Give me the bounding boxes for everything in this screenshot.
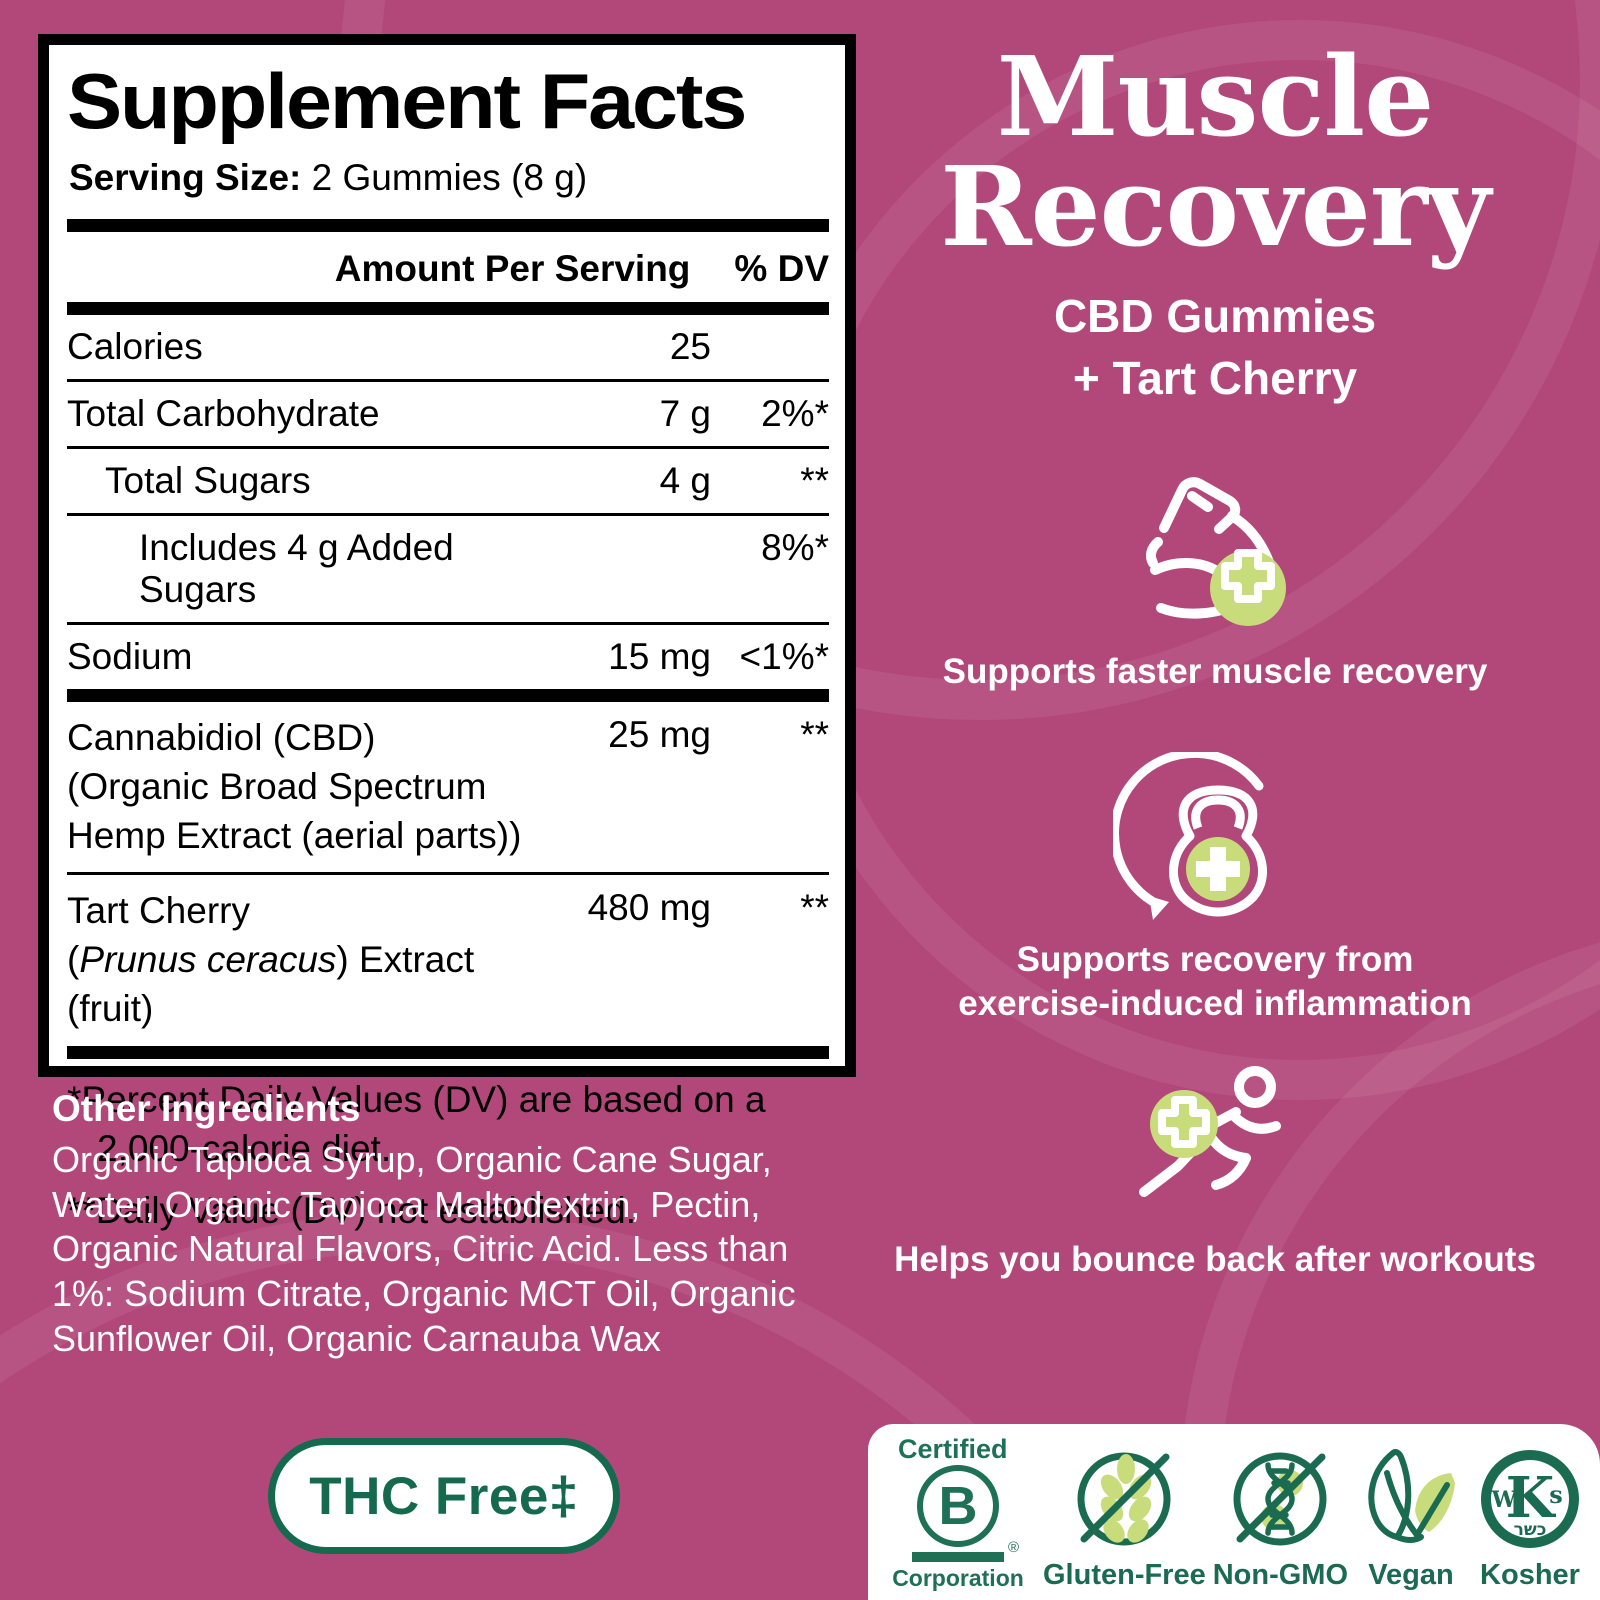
row-amount: 4 g <box>659 459 711 501</box>
thc-free-label: THC Free‡ <box>309 1466 579 1526</box>
row-amount: 15 mg <box>608 635 711 677</box>
vegan-icon <box>1368 1449 1456 1543</box>
benefit-text: Helps you bounce back after workouts <box>894 1240 1536 1279</box>
kosher-k: K <box>1506 1465 1557 1531</box>
benefit-text-line1: Supports recovery from <box>1016 940 1414 979</box>
vegan-label: Vegan <box>1368 1559 1454 1591</box>
product-title-line1: Muscle <box>996 32 1434 161</box>
footnote-dv-not-established: **Daily Value (DV) not established. <box>67 1190 636 1232</box>
row-name: Includes 4 g Added Sugars <box>139 526 454 610</box>
amount-per-serving-header: Amount Per Serving <box>334 247 691 289</box>
kosher-hebrew: כשר <box>1514 1520 1547 1540</box>
table-row-carbohydrate: Total Carbohydrate 7 g 2%* <box>67 378 829 446</box>
certification-strip: Certified B ® Corporation <box>868 1424 1600 1600</box>
tart-cherry-name: Tart Cherry <box>67 890 250 932</box>
gluten-free-label: Gluten-Free <box>1042 1559 1206 1591</box>
row-dv: 8%* <box>761 526 829 568</box>
row-amount: 25 mg <box>608 713 711 755</box>
product-subtitle-line2: + Tart Cherry <box>1072 351 1358 404</box>
benefit-caption-bounce-back: Helps you bounce back after workouts <box>865 1238 1565 1282</box>
other-ingredients-section: Other Ingredients Organic Tapioca Syrup,… <box>52 1088 834 1361</box>
badge-gluten-free: Gluten-Free <box>1043 1443 1206 1592</box>
kosher-icon: W K s כשר <box>1481 1450 1579 1548</box>
row-dv: ** <box>800 713 829 755</box>
product-title: Muscle Recovery <box>880 42 1550 262</box>
table-row-calories: Calories 25 <box>67 315 829 379</box>
serving-size: Serving Size: 2 Gummies (8 g) <box>69 157 829 199</box>
row-amount: 480 mg <box>587 887 711 929</box>
b-corp-icon: Certified B ® Corporation <box>892 1434 1024 1591</box>
bicep-plus-icon <box>1145 477 1286 626</box>
row-dv: <1%* <box>739 635 829 677</box>
row-dv: ** <box>800 887 829 929</box>
footnotes: *Percent Daily Values (DV) are based on … <box>67 1075 829 1236</box>
b-corp-corporation-text: Corporation <box>892 1565 1024 1591</box>
tart-cherry-paren: ( <box>67 939 80 981</box>
facts-header-row: Amount Per Serving % DV <box>67 232 829 302</box>
tart-cherry-extract: ) Extract (fruit) <box>67 939 475 1030</box>
b-corp-certified-text: Certified <box>898 1434 1008 1464</box>
kosher-s: s <box>1549 1480 1563 1509</box>
footnote-dv-basis: *Percent Daily Values (DV) are based on … <box>67 1078 766 1170</box>
serving-size-label: Serving Size: <box>69 156 302 198</box>
cbd-line3: Hemp Extract (aerial parts)) <box>67 814 522 856</box>
product-subtitle: CBD Gummies + Tart Cherry <box>880 286 1550 409</box>
non-gmo-label: Non-GMO <box>1212 1559 1349 1591</box>
table-row-total-sugars: Total Sugars 4 g ** <box>67 445 829 513</box>
kettlebell-cycle-plus-icon <box>1113 752 1268 920</box>
table-row-tart-cherry: Tart Cherry (Prunus ceracus) Extract (fr… <box>67 872 829 1045</box>
benefit-text: Supports faster muscle recovery <box>942 652 1488 691</box>
other-ingredients-body: Organic Tapioca Syrup, Organic Cane Suga… <box>52 1139 796 1359</box>
row-name: Sodium <box>67 635 193 677</box>
gluten-free-icon <box>1077 1452 1171 1546</box>
table-row-added-sugars: Includes 4 g Added Sugars 8%* <box>67 512 829 622</box>
cbd-name: Cannabidiol (CBD) <box>67 716 376 758</box>
table-row-cbd: Cannabidiol (CBD) (Organic Broad Spectru… <box>67 702 829 872</box>
b-corp-registered-mark: ® <box>1008 1539 1019 1556</box>
badge-non-gmo: Non-GMO <box>1213 1443 1348 1592</box>
row-name: Total Carbohydrate <box>67 392 380 434</box>
badge-kosher: W K s כשר Kosher <box>1474 1443 1586 1592</box>
badge-vegan: Vegan <box>1355 1443 1467 1592</box>
divider-bar <box>67 218 829 232</box>
supplement-facts-title: Supplement Facts <box>67 57 747 145</box>
b-corp-letter: B <box>939 1476 978 1536</box>
divider-bar <box>67 1045 829 1059</box>
row-dv: ** <box>800 459 829 501</box>
row-dv: 2%* <box>761 392 829 434</box>
table-row-sodium: Sodium 15 mg <1%* <box>67 621 829 689</box>
benefit-caption-muscle-recovery: Supports faster muscle recovery <box>865 650 1565 694</box>
divider-bar <box>67 688 829 702</box>
badge-certified-b-corporation: Certified B ® Corporation <box>886 1434 1036 1592</box>
facts-rows: Calories 25 Total Carbohydrate 7 g 2%* T… <box>67 301 829 689</box>
product-subtitle-line1: CBD Gummies <box>1053 290 1377 342</box>
benefit-text-line2: exercise-induced inflammation <box>958 984 1472 1024</box>
row-name: Cannabidiol (CBD) (Organic Broad Spectru… <box>67 714 541 860</box>
serving-size-value: 2 Gummies (8 g) <box>311 156 588 198</box>
row-name: Calories <box>67 325 203 367</box>
row-name: Tart Cherry (Prunus ceracus) Extract (fr… <box>67 887 541 1033</box>
other-ingredients-heading: Other Ingredients <box>52 1088 361 1129</box>
runner-plus-icon <box>1139 1066 1281 1197</box>
percent-dv-header: % DV <box>734 247 829 289</box>
hero-section: Muscle Recovery CBD Gummies + Tart Cherr… <box>880 42 1550 409</box>
row-amount: 7 g <box>659 392 711 434</box>
kosher-w: W <box>1491 1487 1517 1513</box>
supplement-facts-panel: Supplement Facts Serving Size: 2 Gummies… <box>38 34 856 1231</box>
row-amount: 25 <box>669 325 711 367</box>
product-title-line2: Recovery <box>940 142 1491 271</box>
benefit-caption-inflammation: Supports recovery from exercise-induced … <box>865 938 1565 1026</box>
kosher-label: Kosher <box>1480 1559 1580 1591</box>
tart-cherry-latin-name: Prunus ceracus <box>79 939 337 981</box>
cbd-line2: (Organic Broad Spectrum <box>67 765 487 807</box>
row-name: Total Sugars <box>105 459 311 501</box>
thc-free-badge: THC Free‡ <box>268 1438 620 1554</box>
non-gmo-icon <box>1233 1452 1327 1546</box>
